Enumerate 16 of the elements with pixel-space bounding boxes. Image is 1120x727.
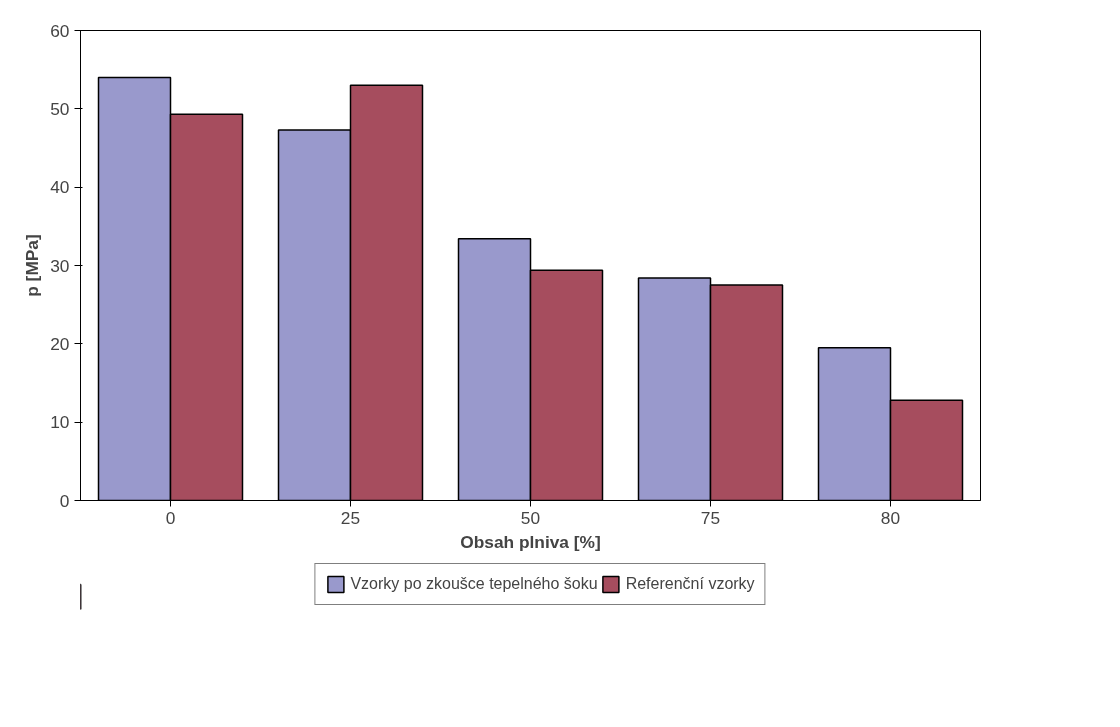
x-tick-label: 25 (340, 507, 361, 528)
y-tick-label: 0 (59, 490, 70, 511)
x-tick-label: 0 (165, 507, 176, 528)
y-tick-label: 50 (50, 98, 70, 119)
y-tick-label: 10 (50, 412, 70, 433)
y-axis-title: p [MPa] (22, 234, 43, 297)
x-tick-label: 75 (700, 507, 721, 528)
legend-label: Vzorky po zkoušce tepelného šoku (350, 575, 598, 593)
y-tick-label: 60 (50, 20, 70, 41)
x-tick-label: 80 (880, 507, 901, 528)
x-axis-title: Obsah plniva [%] (460, 531, 601, 552)
legend-label: Referenční vzorky (625, 575, 755, 593)
y-tick-label: 20 (50, 333, 70, 354)
y-tick-label: 40 (50, 177, 70, 198)
y-tick-label: 30 (50, 255, 70, 276)
x-tick-label: 50 (520, 507, 541, 528)
